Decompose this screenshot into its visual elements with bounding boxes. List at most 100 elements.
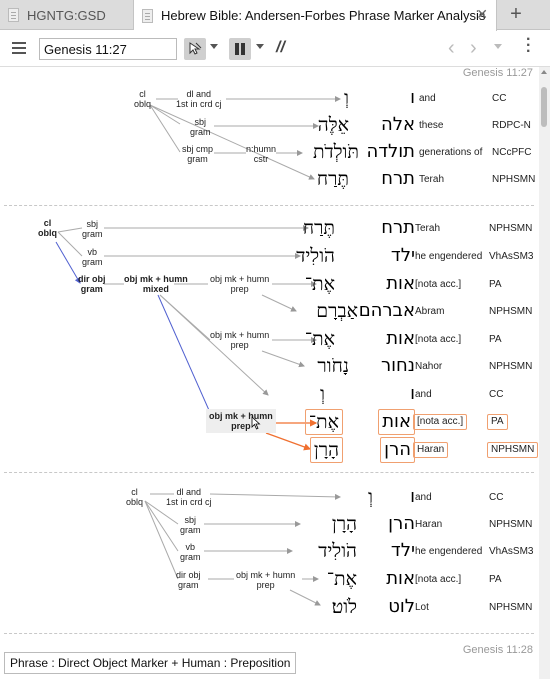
word-gloss: generations of: [419, 147, 483, 158]
word-pointed[interactable]: תֹּולְדֹת: [312, 141, 359, 163]
word-plain[interactable]: ו: [410, 87, 415, 108]
word-pointed-highlighted[interactable]: אֶת־: [304, 409, 343, 435]
node-objmk-prep[interactable]: obj mk + humn prep: [210, 274, 270, 294]
word-morph: PA: [489, 334, 502, 345]
word-pointed[interactable]: וְ: [344, 87, 349, 109]
word-morph: NPHSMN: [492, 174, 536, 185]
node-subject-complement[interactable]: sbj cmp gram: [182, 144, 214, 164]
tab-hgntg[interactable]: HGNTG:GSD: [0, 0, 134, 30]
word-pointed[interactable]: נָחֹור: [317, 355, 349, 377]
node-objmk-human-mixed[interactable]: obj mk + humn mixed: [124, 274, 188, 294]
word-plain[interactable]: תרח: [381, 217, 415, 238]
word-pointed[interactable]: אֵלֶּה: [317, 114, 349, 136]
node-clause[interactable]: cl oblq: [38, 218, 57, 238]
word-morph-highlighted: PA: [487, 414, 508, 430]
word-pointed[interactable]: הֹולִיד: [296, 245, 335, 267]
word-plain-highlighted[interactable]: אות: [378, 409, 415, 435]
word-pointed[interactable]: אֶת־: [326, 568, 357, 590]
scroll-up-icon[interactable]: [541, 70, 547, 74]
node-direct-object[interactable]: dir obj gram: [176, 570, 201, 590]
word-plain[interactable]: ילד: [390, 245, 415, 266]
node-noun-human[interactable]: n:humn cstr: [246, 144, 277, 164]
word-pointed[interactable]: הָרָן: [331, 513, 357, 535]
word-gloss: Abram: [415, 306, 445, 317]
word-plain[interactable]: לוט: [388, 596, 415, 617]
word-pointed[interactable]: אֶת־: [304, 328, 335, 350]
word-pointed[interactable]: תֶּרַח: [302, 217, 335, 239]
word-plain-highlighted[interactable]: הרן: [380, 437, 415, 463]
pause-icon[interactable]: [229, 38, 251, 60]
word-plain[interactable]: הרן: [388, 513, 415, 534]
word-plain[interactable]: תולדה: [366, 141, 415, 162]
node-verb[interactable]: vb gram: [180, 542, 201, 562]
reference-input[interactable]: [39, 38, 177, 60]
book-icon: [8, 8, 19, 22]
chevron-down-icon[interactable]: [256, 44, 264, 49]
word-pointed[interactable]: אַבְרָם: [316, 300, 358, 322]
node-objmk-prep[interactable]: obj mk + humn prep: [210, 330, 270, 350]
node-dl-and[interactable]: dl and 1st in crd cj: [176, 89, 222, 109]
node-clause[interactable]: cl oblq: [126, 487, 144, 507]
word-gloss: Terah: [419, 174, 445, 185]
node-subject[interactable]: sbj gram: [82, 219, 103, 239]
word-gloss: Terah: [415, 223, 441, 234]
tab-bar: HGNTG:GSD Hebrew Bible: Andersen-Forbes …: [0, 0, 550, 31]
node-subject[interactable]: sbj gram: [180, 515, 201, 535]
parallel-button[interactable]: //: [276, 39, 285, 56]
more-vert-icon[interactable]: · · ·: [526, 31, 532, 60]
node-verb[interactable]: vb gram: [82, 247, 103, 267]
word-morph: CC: [489, 389, 504, 400]
word-plain[interactable]: ו: [410, 383, 415, 404]
cursor-icon: [251, 416, 261, 430]
forward-icon[interactable]: ›: [470, 37, 477, 59]
word-pointed[interactable]: לֹוט׃: [331, 596, 357, 618]
word-gloss: he engendered: [415, 546, 483, 557]
word-gloss: Lot: [415, 602, 429, 613]
node-subject[interactable]: sbj gram: [190, 117, 211, 137]
chevron-down-icon[interactable]: [494, 44, 502, 49]
word-gloss: and: [415, 389, 432, 400]
close-icon[interactable]: ✕: [476, 6, 488, 22]
word-pointed[interactable]: וְ: [320, 383, 325, 405]
word-pointed[interactable]: וְ: [368, 486, 373, 508]
word-gloss: [nota acc.]: [415, 279, 462, 290]
back-icon[interactable]: ‹: [448, 37, 455, 59]
word-plain[interactable]: ו: [410, 486, 415, 507]
word-pointed[interactable]: אֶת־: [304, 273, 335, 295]
word-plain[interactable]: אות: [386, 328, 415, 349]
word-morph: CC: [489, 492, 504, 503]
node-direct-object[interactable]: dir obj gram: [78, 274, 106, 294]
word-gloss: and: [419, 93, 436, 104]
node-clause[interactable]: cl oblq: [134, 89, 152, 109]
node-objmk-prep[interactable]: obj mk + humn prep: [236, 570, 296, 590]
scroll-thumb[interactable]: [541, 87, 547, 127]
menu-icon[interactable]: [12, 42, 26, 54]
word-pointed[interactable]: הֹולִיד: [318, 540, 357, 562]
word-morph: NPHSMN: [489, 519, 533, 530]
select-cursor-icon[interactable]: [184, 38, 206, 60]
node-objmk-prep-selected[interactable]: obj mk + humn prep: [206, 409, 276, 433]
verse-reference: Genesis 11:28: [462, 644, 533, 656]
word-gloss: Haran: [415, 519, 443, 530]
word-plain[interactable]: אות: [386, 568, 415, 589]
word-plain[interactable]: אות: [386, 273, 415, 294]
word-pointed-highlighted[interactable]: הָרָן: [309, 437, 343, 463]
node-dl-and[interactable]: dl and 1st in crd cj: [166, 487, 212, 507]
word-plain[interactable]: ילד: [390, 540, 415, 561]
tab-hebrew-bible[interactable]: Hebrew Bible: Andersen-Forbes Phrase Mar…: [134, 0, 497, 31]
word-gloss-highlighted: Haran: [413, 442, 449, 458]
scrollbar[interactable]: [539, 67, 550, 679]
verse-reference: Genesis 11:27: [462, 67, 533, 79]
word-morph: NPHSMN: [489, 223, 533, 234]
add-tab-icon[interactable]: +: [510, 3, 522, 25]
word-gloss: he engendered: [415, 251, 483, 262]
word-plain[interactable]: נחור: [380, 355, 415, 376]
word-morph: NPHSMN: [489, 306, 533, 317]
chevron-down-icon[interactable]: [210, 44, 218, 49]
word-plain[interactable]: אלה: [380, 114, 415, 135]
word-plain[interactable]: תרח: [381, 168, 415, 189]
word-morph: PA: [489, 279, 502, 290]
word-pointed[interactable]: תֶּרַח: [316, 168, 349, 190]
word-gloss: these: [419, 120, 444, 131]
word-plain[interactable]: אברהם: [358, 300, 415, 321]
